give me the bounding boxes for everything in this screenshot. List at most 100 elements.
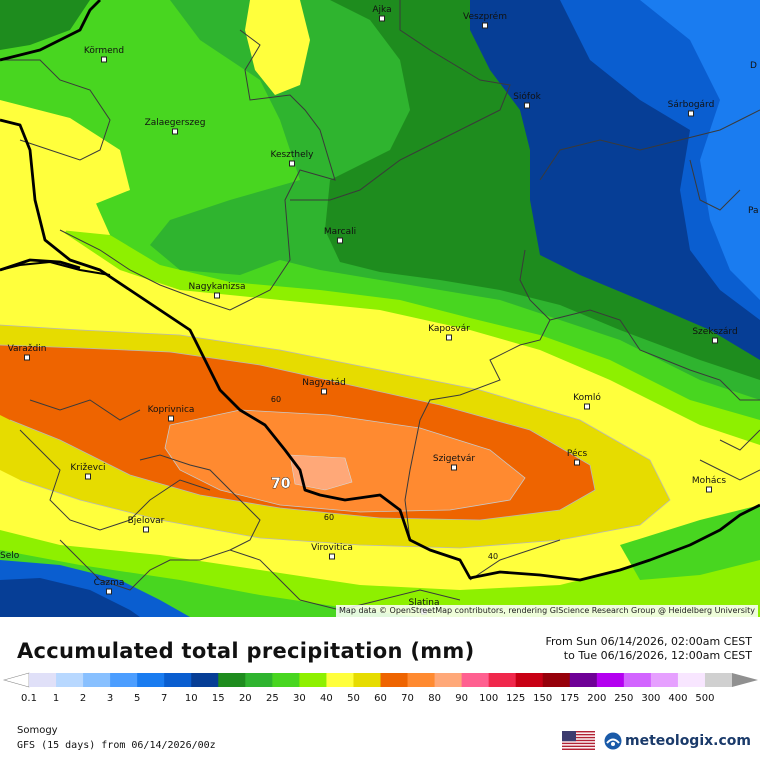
legend-swatch bbox=[164, 673, 192, 687]
legend-swatch bbox=[677, 673, 706, 687]
legend-swatch bbox=[596, 673, 625, 687]
legend-swatch bbox=[704, 673, 733, 687]
precipitation-map[interactable]: Ajka Veszprém Körmend Siófok Sárbogárd Zalaeg… bbox=[0, 0, 760, 617]
city-dot bbox=[706, 486, 712, 493]
band-nw-green bbox=[0, 0, 90, 50]
city-dot bbox=[329, 553, 335, 560]
legend-swatch bbox=[407, 673, 436, 687]
city-dot bbox=[289, 160, 295, 167]
city-label: Koprivnica bbox=[148, 405, 195, 415]
legend-tick-label: 400 bbox=[668, 693, 687, 704]
city-label: Szekszárd bbox=[692, 327, 737, 337]
band-se-green bbox=[620, 505, 760, 580]
legend-tick-label: 20 bbox=[239, 693, 252, 704]
city-dot bbox=[688, 110, 694, 117]
city-dot bbox=[172, 128, 178, 135]
time-range-to: to Tue 06/16/2026, 12:00am CEST bbox=[563, 649, 752, 662]
city-dot bbox=[446, 334, 452, 341]
legend-swatch bbox=[56, 673, 84, 687]
legend-swatch bbox=[137, 673, 165, 687]
city-label: Kaposvár bbox=[428, 324, 470, 334]
legend-swatch bbox=[542, 673, 571, 687]
legend-swatch bbox=[83, 673, 111, 687]
legend-tick-label: 25 bbox=[266, 693, 279, 704]
city-label: Sárbogárd bbox=[668, 100, 715, 110]
city-layer: Ajka Veszprém Körmend Siófok Sárbogárd Zalaeg… bbox=[8, 5, 738, 615]
legend-tick-label: 7 bbox=[161, 693, 167, 704]
city-dot bbox=[379, 15, 385, 22]
legend-swatch bbox=[515, 673, 544, 687]
city-marker: Szigetvár bbox=[433, 454, 475, 471]
city-label: Virovitica bbox=[311, 543, 353, 553]
city-dot bbox=[106, 588, 112, 595]
edge-label: D bbox=[750, 61, 757, 71]
peak-value-label: 70 bbox=[271, 476, 291, 492]
city-marker: Komló bbox=[573, 392, 601, 410]
contour-40 bbox=[0, 324, 671, 549]
legend-tick-label: 70 bbox=[401, 693, 414, 704]
legend-tick-label: 500 bbox=[695, 693, 714, 704]
contour-50 bbox=[0, 344, 596, 521]
legend-tick-label: 2 bbox=[80, 693, 86, 704]
contour-label: 40 bbox=[488, 552, 498, 561]
legend-tick-label: 200 bbox=[587, 693, 606, 704]
contour-label: 60 bbox=[271, 395, 281, 404]
county-borders bbox=[0, 0, 760, 611]
legend-swatch bbox=[272, 673, 300, 687]
edge-labels: Selo D Pa bbox=[0, 61, 759, 561]
legend-tick-label: 3 bbox=[107, 693, 113, 704]
city-dot bbox=[337, 237, 343, 244]
map-attribution: Map data © OpenStreetMap contributors, r… bbox=[336, 605, 758, 617]
city-label: Marcali bbox=[324, 227, 356, 237]
city-dot bbox=[712, 337, 718, 344]
contour-label: 60 bbox=[324, 513, 334, 522]
city-marker: Kaposvár bbox=[428, 324, 470, 341]
legend-tick-label: 300 bbox=[641, 693, 660, 704]
city-dot bbox=[101, 56, 107, 63]
legend-swatch bbox=[353, 673, 381, 687]
legend-tick-label: 10 bbox=[185, 693, 198, 704]
city-dot bbox=[24, 354, 30, 361]
city-label: Čazma bbox=[94, 576, 125, 588]
legend-swatch bbox=[191, 673, 219, 687]
legend-swatch bbox=[245, 673, 273, 687]
band-south-darkblue bbox=[0, 578, 140, 617]
city-marker: Keszthely bbox=[270, 150, 314, 167]
legend-tick-label: 80 bbox=[428, 693, 441, 704]
city-marker: Nagyatád bbox=[302, 378, 346, 395]
city-marker: Körmend bbox=[84, 46, 124, 63]
legend-tick-label: 150 bbox=[533, 693, 552, 704]
legend-swatch bbox=[218, 673, 246, 687]
city-marker: Zalaegerszeg bbox=[145, 118, 205, 135]
city-label: Nagykanizsa bbox=[189, 282, 246, 292]
us-flag-icon[interactable] bbox=[562, 731, 595, 750]
legend-swatch bbox=[650, 673, 679, 687]
city-label: Mohács bbox=[692, 476, 726, 486]
legend-tick-label: 60 bbox=[374, 693, 387, 704]
city-dot bbox=[451, 464, 457, 471]
legend-swatch bbox=[569, 673, 598, 687]
city-label: Körmend bbox=[84, 46, 124, 56]
legend-tick-label: 50 bbox=[347, 693, 360, 704]
city-label: Pécs bbox=[567, 448, 588, 459]
city-label: Nagyatád bbox=[302, 378, 346, 388]
time-range-from: From Sun 06/14/2026, 02:00am CEST bbox=[545, 635, 752, 648]
city-dot bbox=[584, 403, 590, 410]
city-marker: Čazma bbox=[94, 576, 125, 595]
model-info: GFS (15 days) from 06/14/2026/00z bbox=[17, 740, 216, 751]
city-label: Križevci bbox=[70, 463, 105, 473]
legend-tick-label: 0.1 bbox=[21, 693, 37, 704]
city-label: Varaždin bbox=[8, 344, 47, 354]
city-marker: Szekszárd bbox=[692, 327, 738, 344]
legend-arrow-left bbox=[2, 672, 30, 688]
legend-swatch bbox=[461, 673, 490, 687]
legend-tick-label: 100 bbox=[479, 693, 498, 704]
page-title: Accumulated total precipitation (mm) bbox=[17, 639, 475, 663]
city-dot bbox=[321, 388, 327, 395]
city-marker: Ajka bbox=[372, 5, 392, 22]
city-label: Ajka bbox=[372, 5, 391, 15]
city-dot bbox=[524, 102, 530, 109]
brand-logo[interactable]: meteologix.com bbox=[604, 731, 751, 751]
border-west bbox=[0, 260, 111, 276]
legend-swatch bbox=[299, 673, 327, 687]
